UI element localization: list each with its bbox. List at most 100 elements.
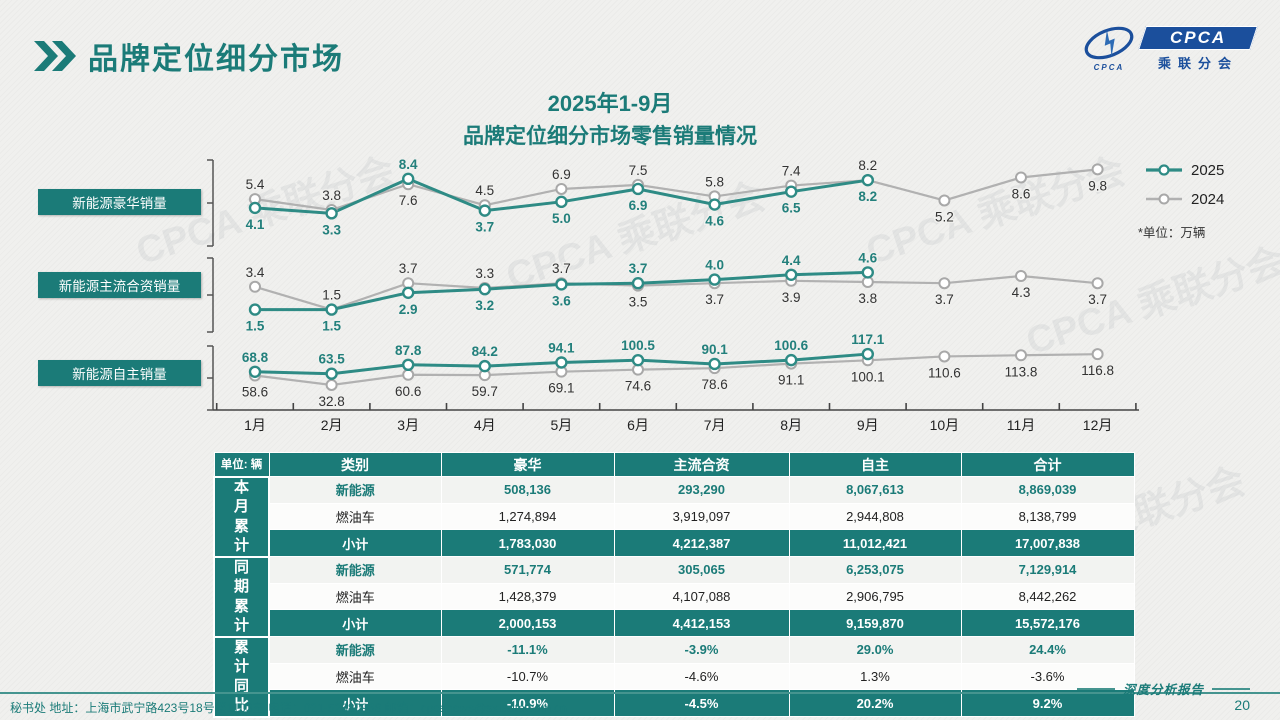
svg-text:4.6: 4.6 <box>705 214 724 229</box>
marker-2025 <box>555 195 568 209</box>
table-row: 本月累计 新能源 508,136 293,290 8,067,613 8,869,039 <box>213 475 1135 558</box>
table-value-cell: 11,012,421 <box>788 529 962 557</box>
table-column-header: 自主 <box>788 452 962 477</box>
svg-text:1.5: 1.5 <box>322 319 341 334</box>
table-category-cell: 燃油车 <box>268 582 442 611</box>
table-category-cell: 新能源 <box>268 556 442 584</box>
marker-2025 <box>555 278 568 291</box>
footer-divider <box>0 692 1280 694</box>
svg-text:3.7: 3.7 <box>475 220 494 235</box>
svg-text:100.5: 100.5 <box>621 338 655 353</box>
marker-2025 <box>708 273 721 286</box>
report-tag: 深度分析报告 <box>1076 679 1250 698</box>
chart-panel-1: 1.5 3.4 1.5 1.5 2.9 3.7 3.2 3.3 3.6 3.7 3.7 3.5 4.0 3… <box>207 249 1108 335</box>
svg-text:113.8: 113.8 <box>1005 364 1038 379</box>
marker-2025 <box>325 207 338 220</box>
table-value-cell: 6,253,075 <box>788 556 962 584</box>
table-category-cell: 新能源 <box>268 476 442 504</box>
cpca-logo: CPCA CPCA 乘联分会 <box>1082 26 1258 72</box>
page-title: 品牌定位细分市场 <box>88 43 344 76</box>
marker-2024 <box>1091 163 1104 176</box>
table-row: 燃油车 -10.7% -4.6% 1.3% -3.6% <box>214 662 1135 691</box>
svg-text:5月: 5月 <box>551 417 573 433</box>
svg-text:5.4: 5.4 <box>246 177 265 192</box>
svg-text:7.5: 7.5 <box>629 163 648 178</box>
svg-text:3.8: 3.8 <box>322 188 341 203</box>
table-unit-label: 单位: 辆 <box>213 452 270 477</box>
marker-2025 <box>478 204 491 217</box>
table-column-header: 豪华 <box>440 452 615 477</box>
table-value-cell: -10.7% <box>440 662 615 691</box>
svg-text:100.6: 100.6 <box>774 338 808 353</box>
svg-text:3.8: 3.8 <box>858 291 877 306</box>
svg-text:8.6: 8.6 <box>1012 186 1031 201</box>
category-label-mainstream-jv: 新能源主流合资销量 <box>38 272 201 298</box>
svg-text:3.7: 3.7 <box>705 292 724 307</box>
svg-text:74.6: 74.6 <box>625 379 651 394</box>
chart-title: 2025年1-9月 品牌定位细分市场零售销量情况 <box>300 86 920 150</box>
table-value-cell: -3.9% <box>613 636 790 664</box>
legend-swatch-2025-icon <box>1146 164 1182 176</box>
svg-text:10月: 10月 <box>930 417 960 433</box>
svg-text:68.8: 68.8 <box>242 350 269 365</box>
table-value-cell: 571,774 <box>440 556 615 584</box>
report-tag-line-left <box>1076 687 1115 690</box>
page-number: 20 <box>1234 697 1250 713</box>
svg-text:3.5: 3.5 <box>629 295 648 310</box>
marker-2024 <box>1015 171 1027 184</box>
marker-2025 <box>248 201 262 215</box>
svg-text:7.6: 7.6 <box>399 193 418 208</box>
marker-2024 <box>325 378 338 391</box>
table-value-cell: 24.4% <box>960 636 1135 664</box>
svg-text:4.4: 4.4 <box>782 253 801 268</box>
svg-text:1.5: 1.5 <box>246 319 265 334</box>
svg-text:3.7: 3.7 <box>629 261 648 276</box>
svg-text:4.0: 4.0 <box>705 258 724 273</box>
svg-text:6.5: 6.5 <box>782 201 801 216</box>
svg-text:3.4: 3.4 <box>246 265 265 280</box>
svg-text:4.6: 4.6 <box>858 250 877 265</box>
table-row: 同期累计 新能源 571,774 305,065 6,253,075 7,129,914 <box>213 555 1135 638</box>
marker-2024 <box>1015 349 1027 362</box>
svg-text:87.8: 87.8 <box>395 343 422 358</box>
category-label-luxury: 新能源豪华销量 <box>38 189 201 215</box>
marker-2025 <box>785 353 798 367</box>
marker-2025 <box>708 357 721 371</box>
marker-2025 <box>401 172 415 186</box>
svg-text:5.8: 5.8 <box>705 174 724 189</box>
table-group-header: 本月累计 <box>213 475 270 558</box>
table-category-cell: 燃油车 <box>268 662 442 691</box>
legend-label-2025: 2025 <box>1191 161 1225 179</box>
svg-text:4.5: 4.5 <box>475 183 494 198</box>
svg-text:8月: 8月 <box>780 417 802 433</box>
marker-2024 <box>938 194 951 207</box>
table-row: 累计同比 新能源 -11.1% -3.9% 29.0% 24.4% <box>213 635 1135 718</box>
table-value-cell: 3,919,097 <box>613 502 790 531</box>
marker-2024 <box>938 277 951 290</box>
table-value-cell: 29.0% <box>788 636 962 664</box>
svg-text:3.7: 3.7 <box>935 292 954 307</box>
svg-text:117.1: 117.1 <box>851 332 885 347</box>
chart-panel-2: 68.8 58.6 63.5 32.8 87.8 60.6 84.2 59.7 94.1 69.1… <box>207 331 1115 411</box>
svg-text:3.7: 3.7 <box>552 261 571 276</box>
table-value-cell: 8,869,039 <box>960 476 1135 504</box>
table-value-cell: -3.6% <box>960 662 1135 691</box>
svg-text:3.9: 3.9 <box>782 290 801 305</box>
legend-item-2024: 2024 <box>1146 187 1224 211</box>
table-value-cell: 4,212,387 <box>613 529 790 557</box>
svg-text:3.7: 3.7 <box>1088 292 1107 307</box>
report-tag-line-right <box>1212 687 1250 690</box>
svg-text:1.5: 1.5 <box>322 288 341 303</box>
table-value-cell: 508,136 <box>440 476 615 504</box>
svg-text:3.6: 3.6 <box>552 293 571 308</box>
table-row: 小计 2,000,153 4,412,153 9,159,870 15,572,176 <box>214 609 1135 637</box>
marker-2025 <box>248 365 262 378</box>
svg-text:60.6: 60.6 <box>395 384 421 399</box>
svg-text:63.5: 63.5 <box>318 352 345 367</box>
cpca-emblem-text: CPCA <box>1093 63 1125 72</box>
marker-2025 <box>861 173 874 187</box>
svg-text:8.2: 8.2 <box>858 158 877 173</box>
report-label: 深度分析报告 <box>1122 682 1204 697</box>
svg-text:69.1: 69.1 <box>548 381 574 396</box>
marker-2024 <box>555 182 568 195</box>
